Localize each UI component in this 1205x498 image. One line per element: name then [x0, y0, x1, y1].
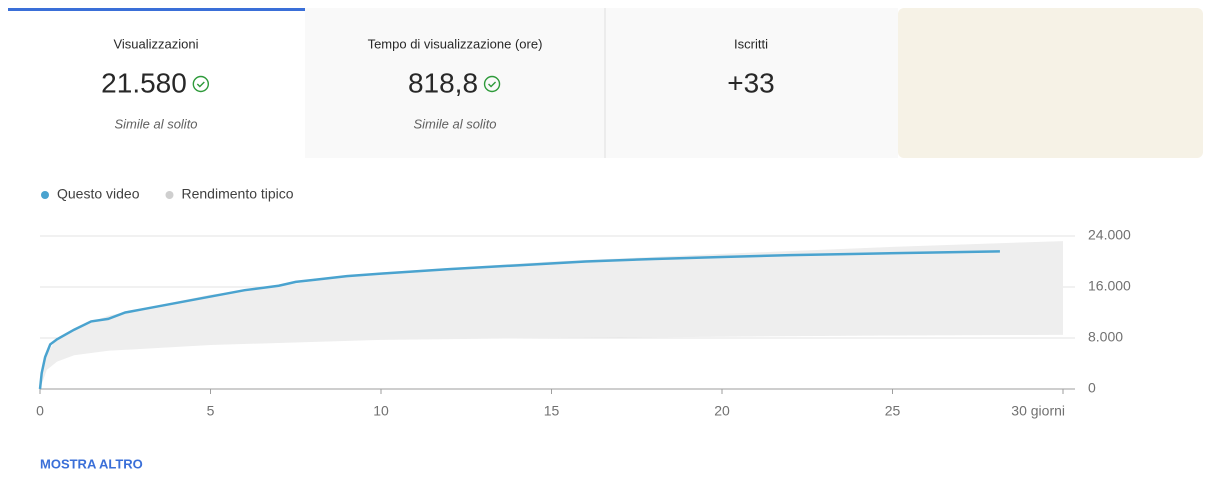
- legend-dot: [41, 191, 49, 199]
- x-tick-label: 5: [207, 403, 215, 419]
- tab-indicator: [8, 8, 305, 11]
- blank-card: [898, 8, 1203, 158]
- check-icon: [196, 81, 205, 88]
- x-tick-label: 15: [544, 403, 560, 419]
- typical-band: [40, 241, 1063, 389]
- legend-label: Rendimento tipico: [182, 186, 294, 202]
- tab[interactable]: [605, 8, 898, 158]
- tab-selected[interactable]: [8, 8, 305, 158]
- tab-value: 818,8: [408, 67, 478, 98]
- x-tick-label: 10: [373, 403, 389, 419]
- y-tick-label: 0: [1088, 380, 1096, 396]
- legend-dot: [165, 191, 174, 199]
- tab-label: Iscritti: [734, 36, 768, 51]
- tab-note: Simile al solito: [413, 116, 496, 131]
- tab-label: Tempo di visualizzazione (ore): [368, 36, 543, 51]
- check-icon: [488, 81, 497, 88]
- show-more-button[interactable]: MOSTRA ALTRO: [40, 456, 143, 471]
- tab-label: Visualizzazioni: [113, 36, 198, 51]
- y-tick-label: 16.000: [1088, 278, 1131, 294]
- check-icon: [483, 75, 501, 93]
- tab-value: 21.580: [101, 67, 187, 98]
- tab-value: +33: [727, 67, 775, 98]
- video-line: [38, 250, 1000, 390]
- legend-label: Questo video: [57, 186, 140, 202]
- check-icon: [192, 75, 210, 93]
- y-tick-label: 8.000: [1088, 329, 1123, 345]
- x-tick-label: 25: [885, 403, 901, 419]
- y-tick-label: 24.000: [1088, 227, 1131, 243]
- x-tick-label: 0: [36, 403, 44, 419]
- x-tick-label: 30 giorni: [1011, 403, 1065, 419]
- tab[interactable]: [305, 8, 605, 158]
- x-tick-label: 20: [714, 403, 730, 419]
- tab-note: Simile al solito: [114, 116, 197, 131]
